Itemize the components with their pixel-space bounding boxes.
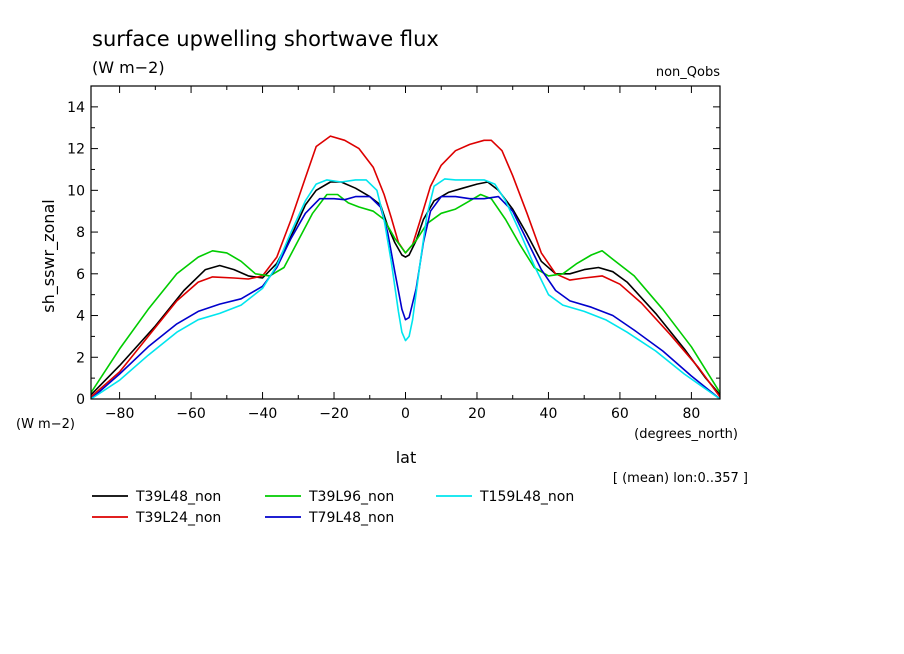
chart-title: surface upwelling shortwave flux xyxy=(92,27,439,51)
legend-label-T39L48_non: T39L48_non xyxy=(135,489,221,505)
experiment-label: non_Qobs xyxy=(656,65,720,80)
mean-note: [ (mean) lon:0..357 ] xyxy=(613,471,748,486)
y-tick-label: 0 xyxy=(76,392,85,408)
x-tick-label: 20 xyxy=(468,406,486,422)
y-tick-label: 10 xyxy=(67,183,85,199)
legend-label-T39L24_non: T39L24_non xyxy=(135,510,221,526)
y-tick-label: 6 xyxy=(76,267,85,283)
series-line-T39L96_non xyxy=(90,193,721,394)
legend-label-T39L96_non: T39L96_non xyxy=(308,489,394,505)
x-axis-units: (degrees_north) xyxy=(634,427,738,442)
y-tick-label: 2 xyxy=(76,350,85,366)
x-tick-label: −40 xyxy=(248,406,278,422)
axes-layer xyxy=(90,85,721,400)
x-tick-label: 80 xyxy=(682,406,700,422)
series-line-T159L48_non xyxy=(90,178,721,400)
plot-area: −80 −60 −40 −20 0 20 40 60 80 0 2 4 6 8 10 12 14 xyxy=(67,85,721,422)
series-line-T39L48_non xyxy=(90,181,721,396)
x-tick-label: −20 xyxy=(319,406,349,422)
y-tick-label: 8 xyxy=(76,225,85,241)
x-tick-label: 40 xyxy=(540,406,558,422)
x-axis-label: lat xyxy=(396,448,417,467)
y-axis-label: sh_sswr_zonal xyxy=(39,199,59,312)
series-line-T79L48_non xyxy=(90,195,721,400)
y-axis-units: (W m−2) xyxy=(16,417,75,432)
plot-frame xyxy=(90,85,721,400)
x-tick-label: 60 xyxy=(611,406,629,422)
y-tick-label: 14 xyxy=(67,100,85,116)
ticks-layer: −80 −60 −40 −20 0 20 40 60 80 0 2 4 6 8 10 12 14 xyxy=(67,85,720,422)
y-tick-label: 12 xyxy=(67,142,85,158)
legend: T39L48_non T39L96_non T159L48_non T39L24_no… xyxy=(92,489,574,526)
x-tick-label: −60 xyxy=(176,406,206,422)
x-tick-label: −80 xyxy=(105,406,135,422)
series-layer xyxy=(90,135,721,400)
legend-label-T79L48_non: T79L48_non xyxy=(308,510,394,526)
legend-label-T159L48_non: T159L48_non xyxy=(479,489,574,505)
chart-units: (W m−2) xyxy=(92,58,165,77)
y-tick-label: 4 xyxy=(76,309,85,325)
x-tick-label: 0 xyxy=(401,406,410,422)
